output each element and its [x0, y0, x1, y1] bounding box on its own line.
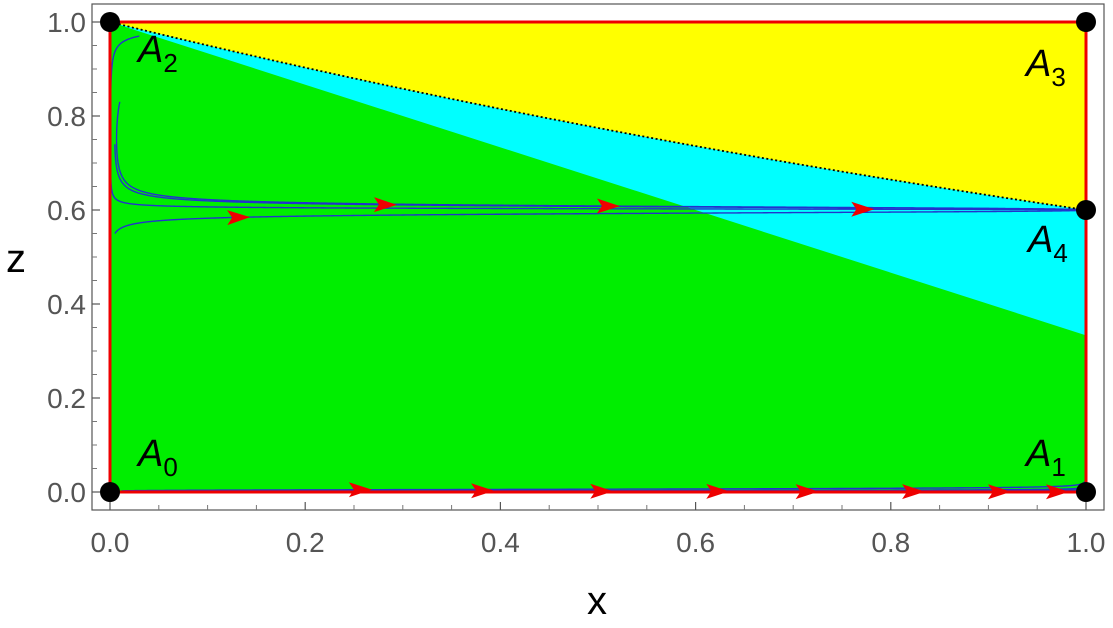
x-tick-label: 0.6 — [676, 527, 715, 558]
flow-arrow-9 — [902, 484, 926, 500]
equilibrium-label-4: A4 — [1026, 219, 1068, 268]
equilibrium-label-3: A3 — [1024, 43, 1066, 92]
flow-arrow-4 — [348, 482, 372, 498]
flow-arrow-3 — [226, 210, 251, 226]
equilibrium-label-letter: A — [136, 433, 163, 475]
x-tick-label: 0.8 — [871, 527, 910, 558]
flow-arrow-6 — [590, 483, 614, 499]
equilibrium-label-subscript: 3 — [1051, 62, 1065, 92]
separatrix-layer — [109, 21, 1087, 211]
y-tick-label: 0.8 — [47, 101, 86, 132]
equilibrium-label-letter: A — [136, 29, 163, 71]
equilibrium-label-0: A0 — [136, 433, 178, 482]
y-tick-label: 0.0 — [47, 477, 86, 508]
equilibrium-label-2: A2 — [136, 29, 178, 78]
flow-arrow-0 — [851, 201, 875, 217]
x-tick-label: 0.4 — [481, 527, 520, 558]
flow-arrow-5 — [471, 483, 495, 499]
y-tick-label: 1.0 — [47, 7, 86, 38]
y-tick-label: 0.4 — [47, 289, 86, 320]
equilibrium-label-subscript: 1 — [1051, 452, 1065, 482]
x-tick-label: 0.0 — [91, 527, 130, 558]
region-layer — [110, 22, 1086, 492]
flow-arrow-11 — [1045, 484, 1069, 500]
separatrix-curve — [109, 21, 1087, 211]
equilibrium-label-letter: A — [1024, 43, 1051, 85]
x-tick-label: 0.2 — [286, 527, 325, 558]
equilibrium-point-0 — [100, 482, 120, 502]
equilibrium-point-2 — [100, 12, 120, 32]
equilibrium-point-4 — [1076, 200, 1096, 220]
y-tick-label: 0.6 — [47, 195, 86, 226]
equilibrium-label-subscript: 0 — [163, 452, 177, 482]
flow-arrow-1 — [596, 198, 620, 214]
flow-arrow-10 — [987, 484, 1011, 500]
flow-arrow-7 — [706, 483, 730, 499]
equilibrium-point-1 — [1076, 482, 1096, 502]
equilibrium-label-subscript: 4 — [1053, 238, 1067, 268]
flow-arrow-2 — [373, 197, 397, 213]
equilibrium-label-letter: A — [1026, 219, 1053, 261]
tick-layer: 0.0 0.2 0.4 0.6 0.8 1.0 0.0 0.2 0.4 0.6 0.8 1.0 — [47, 7, 1105, 558]
y-axis-label: z — [6, 237, 26, 281]
arrow-layer — [226, 197, 1069, 500]
flow-arrow-8 — [795, 484, 819, 500]
equilibrium-label-1: A1 — [1024, 433, 1066, 482]
equilibrium-point-3 — [1076, 12, 1096, 32]
x-axis-label: x — [587, 579, 607, 623]
region-green — [110, 22, 1086, 492]
equilibrium-label-subscript: 2 — [163, 48, 177, 78]
y-tick-label: 0.2 — [47, 383, 86, 414]
x-tick-label: 1.0 — [1067, 527, 1106, 558]
equilibrium-label-letter: A — [1024, 433, 1051, 475]
